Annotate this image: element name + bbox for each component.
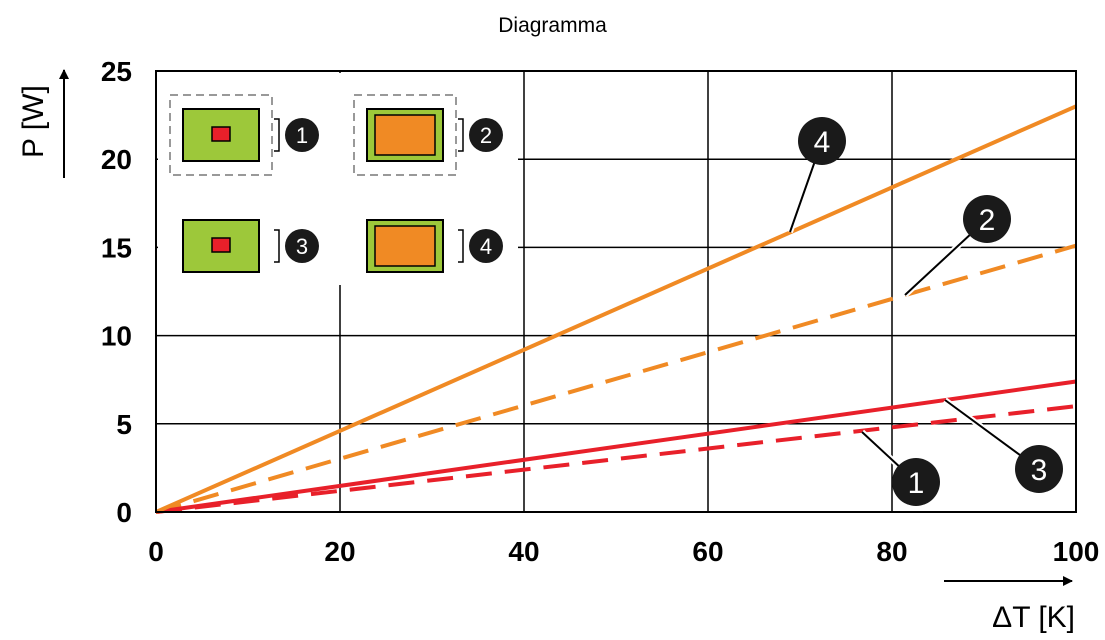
key-badge-label: 3 (296, 234, 308, 259)
bracket-icon (458, 229, 464, 263)
y-tick-label: 0 (116, 497, 132, 528)
legend-keys: 1 2 3 4 (158, 73, 518, 285)
y-tick-label: 10 (101, 321, 132, 352)
y-tick-label: 20 (101, 144, 132, 175)
y-tick-label: 15 (101, 232, 132, 263)
legend-key-1: 1 (169, 94, 319, 176)
chip-large-icon (374, 114, 436, 156)
x-tick-label: 100 (1053, 536, 1100, 567)
bracket-icon (458, 118, 464, 152)
callout-badge-icon (798, 117, 846, 165)
callout-badge-icon (963, 195, 1011, 243)
x-tick-label: 60 (692, 536, 723, 567)
y-tick-label: 5 (116, 409, 132, 440)
series-line-4 (155, 104, 1077, 514)
legend-key-2: 2 (353, 94, 503, 176)
callout-label: 3 (1031, 454, 1048, 487)
callout-label: 1 (908, 467, 925, 500)
y-tick-label: 25 (101, 56, 132, 87)
callout-1: 1 (859, 429, 940, 506)
key-badge-icon (469, 118, 503, 152)
callout-label: 2 (979, 204, 996, 237)
tick-labels: 0 20 40 60 80 100 0 5 10 15 20 25 (101, 56, 1100, 567)
data-series (155, 104, 1077, 514)
x-tick-label: 20 (324, 536, 355, 567)
plot-frame (155, 70, 1077, 513)
series-line-1 (155, 404, 1077, 514)
chip-large-icon (374, 225, 436, 267)
x-tick-label: 80 (876, 536, 907, 567)
chip-small-icon (211, 126, 231, 142)
callout-label: 4 (814, 126, 831, 159)
callout-badge-icon (1015, 445, 1063, 493)
callout-4: 4 (787, 117, 846, 233)
x-tick-label: 0 (148, 536, 164, 567)
x-axis-label: ΔT [K] (992, 601, 1075, 634)
legend-key-4: 4 (366, 219, 503, 273)
key-badge-label: 1 (296, 123, 308, 148)
key-badge-label: 2 (480, 123, 492, 148)
x-tick-label: 40 (508, 536, 539, 567)
chip-small-icon (211, 237, 231, 253)
y-axis-label: P [W] (17, 85, 50, 158)
callout-2: 2 (902, 195, 1011, 298)
legend-key-3: 3 (182, 219, 319, 273)
series-line-2 (155, 243, 1077, 514)
chart-title: Diagramma (498, 14, 607, 37)
callout-3: 3 (943, 397, 1063, 493)
key-badge-icon (285, 118, 319, 152)
series-line-3 (155, 379, 1077, 514)
callout-badge-icon (892, 458, 940, 506)
bracket-icon (274, 229, 280, 263)
key-badge-icon (469, 229, 503, 263)
bracket-icon (274, 118, 280, 152)
key-badge-icon (285, 229, 319, 263)
series-callouts: 4 2 1 3 (787, 117, 1063, 506)
key-badge-label: 4 (480, 234, 492, 259)
